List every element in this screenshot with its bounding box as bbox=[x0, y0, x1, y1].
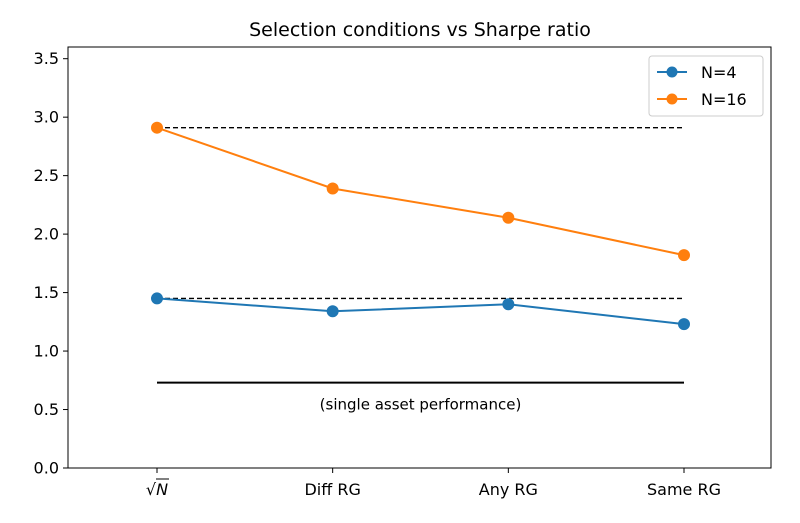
legend-swatch-marker bbox=[666, 93, 678, 105]
series-layer bbox=[151, 121, 690, 331]
y-tick-label: 1.5 bbox=[34, 283, 59, 302]
legend-label: N=4 bbox=[701, 63, 737, 82]
y-tick-label: 3.5 bbox=[34, 49, 59, 68]
data-point bbox=[151, 292, 163, 305]
legend: N=4 N=16 bbox=[648, 55, 764, 117]
x-tick-label: √N bbox=[146, 478, 169, 499]
legend-swatch-marker bbox=[666, 66, 678, 78]
data-point bbox=[151, 121, 163, 134]
plot-frame bbox=[67, 46, 772, 469]
y-tick-label: 0.0 bbox=[34, 459, 59, 478]
legend-label: N=16 bbox=[701, 90, 747, 109]
x-tick-label: Same RG bbox=[647, 480, 721, 499]
y-tick-label: 0.5 bbox=[34, 400, 59, 419]
svg-text:√N: √N bbox=[146, 480, 168, 499]
y-tick-label: 2.5 bbox=[34, 166, 59, 185]
data-point bbox=[326, 182, 339, 195]
y-axis: 0.0 0.5 1.0 1.5 2.0 2.5 3.0 3.5 bbox=[34, 49, 68, 478]
x-tick-label: Diff RG bbox=[304, 480, 360, 499]
data-point bbox=[326, 305, 339, 318]
y-tick-label: 1.0 bbox=[34, 342, 59, 361]
data-point bbox=[502, 298, 515, 311]
chart-title: Selection conditions vs Sharpe ratio bbox=[249, 19, 591, 41]
data-point bbox=[678, 249, 690, 262]
series-line-2 bbox=[156, 126, 685, 257]
y-tick-label: 3.0 bbox=[34, 108, 59, 127]
x-tick-label: Any RG bbox=[479, 480, 538, 499]
x-axis: √N Diff RG Any RG Same RG bbox=[146, 468, 721, 499]
reference-lines: (single asset performance) bbox=[157, 126, 684, 414]
data-point bbox=[502, 211, 515, 224]
y-tick-label: 2.0 bbox=[34, 225, 59, 244]
baseline-annotation: (single asset performance) bbox=[320, 396, 522, 414]
data-point bbox=[678, 318, 690, 331]
series-line-1 bbox=[156, 297, 685, 326]
